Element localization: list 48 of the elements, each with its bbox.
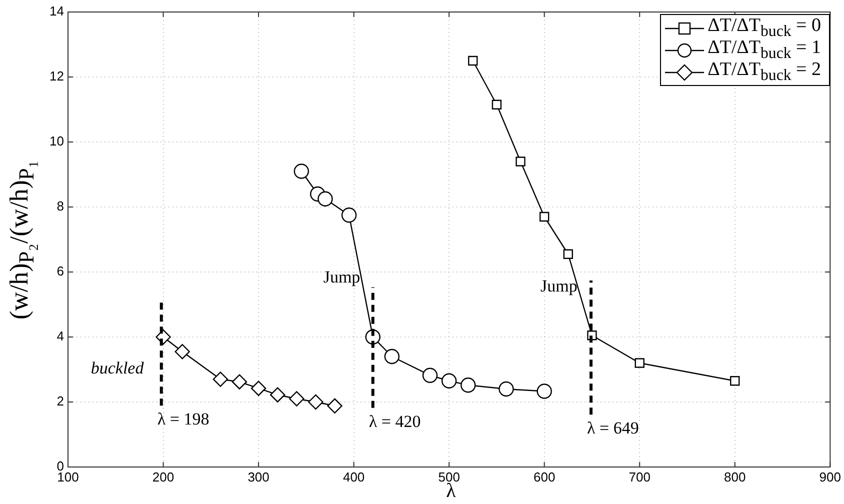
point [498, 381, 514, 397]
point [318, 191, 333, 206]
point [516, 156, 526, 166]
point [232, 374, 248, 390]
point [308, 394, 324, 410]
point [384, 348, 400, 364]
point [270, 387, 286, 402]
y-tick-label: 0 [56, 458, 64, 474]
y-tick-label: 14 [50, 4, 64, 19]
point [174, 344, 190, 360]
x-tick-label: 600 [533, 469, 556, 484]
y-tick-label: 8 [56, 198, 64, 214]
y-tick-label: 10 [50, 134, 64, 149]
y-tick-label: 6 [56, 264, 64, 279]
x-tick-label: 300 [248, 469, 270, 484]
point [634, 358, 644, 368]
point [289, 391, 304, 406]
point [341, 208, 357, 223]
annotation: buckled [90, 358, 144, 378]
point [460, 378, 476, 393]
x-tick-label: 400 [342, 469, 365, 484]
y-tick-label: 2 [56, 394, 64, 409]
annotation: Jump [540, 276, 578, 296]
ref-line-label: λ = 649 [587, 418, 639, 438]
point [422, 368, 438, 383]
point [492, 100, 502, 110]
x-tick-label: 700 [628, 469, 650, 484]
x-tick-label: 900 [819, 469, 842, 484]
point [441, 373, 457, 388]
ref-line-label: λ = 198 [157, 410, 210, 429]
point [540, 212, 550, 222]
point [468, 56, 478, 66]
legend-label: ΔT/ΔT$_{buck}$ = 2 [708, 59, 821, 85]
x-tick-label: 200 [152, 469, 174, 484]
point [730, 376, 740, 386]
y-tick-label: 12 [50, 68, 64, 84]
point [536, 384, 552, 399]
annotation: Jump [323, 268, 360, 287]
point [294, 164, 310, 179]
y-tick-label: 4 [56, 328, 64, 344]
point [327, 398, 342, 414]
legend-label: ΔT/ΔT$_{buck}$ = 0 [708, 15, 821, 40]
point [212, 372, 228, 387]
point [563, 249, 574, 259]
ref-line-label: λ = 420 [368, 412, 421, 431]
legend-label: ΔT/ΔT$_{buck}$ = 1 [708, 37, 821, 62]
point [250, 380, 266, 396]
x-tick-label: 800 [724, 469, 746, 484]
